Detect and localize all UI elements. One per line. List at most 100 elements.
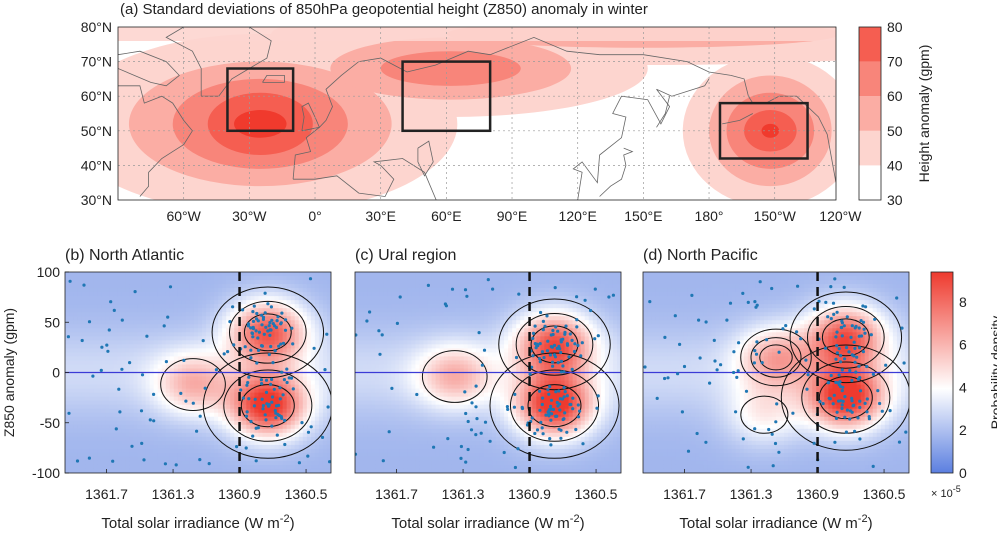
- density-cell: [234, 464, 239, 470]
- density-cell: [278, 464, 284, 470]
- density-cell: [145, 332, 151, 337]
- density-cell: [423, 408, 429, 414]
- density-cell: [254, 376, 260, 382]
- density-cell: [395, 360, 400, 366]
- lat-tick-label: 30°N: [81, 192, 112, 208]
- density-cell: [371, 336, 376, 341]
- density-cell: [407, 372, 413, 378]
- data-point: [249, 356, 253, 360]
- density-cell: [93, 368, 98, 374]
- density-cell: [278, 272, 284, 277]
- density-cell: [230, 416, 235, 422]
- density-cell: [121, 452, 127, 458]
- density-cell: [73, 448, 78, 454]
- density-cell: [375, 376, 380, 382]
- density-cell: [282, 436, 288, 442]
- density-cell: [202, 352, 207, 358]
- density-cell: [455, 276, 461, 281]
- density-cell: [141, 444, 147, 450]
- density-cell: [161, 336, 167, 341]
- density-cell: [85, 428, 90, 434]
- density-cell: [226, 364, 231, 370]
- density-cell: [395, 436, 400, 442]
- density-cell: [97, 452, 102, 458]
- density-cell: [367, 396, 372, 402]
- density-cell: [85, 284, 90, 289]
- density-cell: [202, 356, 207, 362]
- density-cell: [322, 352, 328, 358]
- density-cell: [294, 400, 300, 406]
- density-cell: [274, 340, 280, 345]
- density-cell: [258, 324, 264, 329]
- density-cell: [274, 468, 280, 473]
- density-cell: [322, 388, 328, 394]
- density-cell: [262, 456, 268, 462]
- density-cell: [318, 288, 324, 293]
- density-cell: [391, 280, 396, 285]
- density-cell: [206, 388, 211, 394]
- density-cell: [181, 424, 187, 430]
- density-cell: [290, 444, 296, 450]
- density-cell: [387, 384, 392, 390]
- density-cell: [198, 400, 203, 406]
- density-cell: [101, 424, 106, 430]
- density-cell: [314, 332, 320, 337]
- density-cell: [81, 324, 86, 329]
- density-cell: [459, 432, 465, 438]
- density-cell: [149, 280, 155, 285]
- density-cell: [105, 412, 110, 418]
- density-cell: [173, 448, 179, 454]
- density-cell: [375, 312, 380, 317]
- data-point: [166, 315, 170, 319]
- density-cell: [431, 408, 437, 414]
- density-cell: [242, 280, 247, 285]
- density-cell: [314, 304, 320, 309]
- density-cell: [459, 300, 465, 305]
- density-cell: [310, 400, 316, 406]
- density-cell: [109, 336, 114, 341]
- density-cell: [375, 404, 380, 410]
- density-cell: [85, 348, 90, 353]
- density-cell: [153, 384, 159, 390]
- density-cell: [222, 368, 227, 374]
- density-cell: [314, 300, 320, 305]
- density-cell: [173, 332, 179, 337]
- density-cell: [286, 348, 292, 353]
- density-cell: [242, 284, 247, 289]
- density-cell: [423, 364, 429, 370]
- density-cell: [165, 356, 171, 362]
- density-cell: [81, 408, 86, 414]
- density-cell: [125, 468, 131, 473]
- density-cell: [189, 416, 195, 422]
- density-cell: [202, 364, 207, 370]
- density-cell: [322, 380, 328, 386]
- density-cell: [363, 408, 368, 414]
- density-cell: [387, 392, 392, 398]
- density-cell: [298, 464, 304, 470]
- density-cell: [395, 380, 400, 386]
- density-cell: [222, 448, 227, 454]
- density-cell: [310, 312, 316, 317]
- density-cell: [270, 448, 276, 454]
- density-cell: [137, 404, 143, 410]
- density-cell: [375, 320, 380, 325]
- density-cell: [69, 384, 74, 390]
- density-cell: [443, 392, 449, 398]
- density-cell: [411, 356, 417, 362]
- density-cell: [129, 416, 135, 422]
- density-cell: [383, 404, 388, 410]
- density-cell: [141, 344, 147, 349]
- density-cell: [141, 368, 147, 374]
- density-cell: [73, 372, 78, 378]
- density-cell: [359, 448, 364, 454]
- density-cell: [463, 416, 469, 422]
- density-cell: [149, 320, 155, 325]
- density-cell: [427, 436, 433, 442]
- density-cell: [363, 372, 368, 378]
- density-cell: [407, 452, 413, 458]
- density-cell: [69, 304, 74, 309]
- density-cell: [73, 388, 78, 394]
- density-cell: [363, 460, 368, 466]
- density-cell: [105, 304, 110, 309]
- density-cell: [455, 308, 461, 313]
